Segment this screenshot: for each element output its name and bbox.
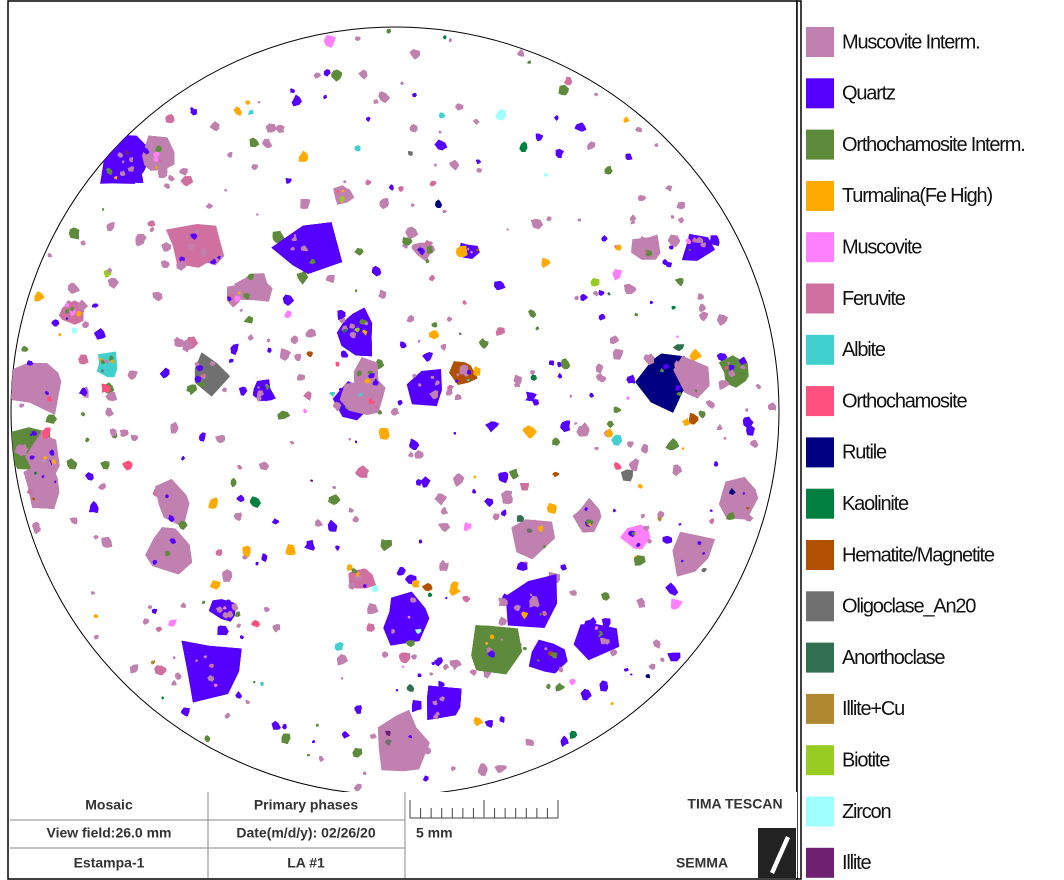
logo — [758, 828, 796, 878]
legend-swatch — [806, 130, 834, 160]
legend-label: Anorthoclase — [842, 647, 945, 669]
legend-label: Albite — [842, 339, 886, 361]
legend-label: Kaolinite — [842, 493, 909, 515]
legend-label: Quartz — [842, 83, 895, 105]
cell: LA #1 — [287, 855, 325, 871]
brand: TIMA TESCAN — [687, 796, 782, 812]
cell: Date(m/d/y): 02/26/20 — [236, 825, 375, 841]
legend-swatch — [806, 694, 834, 724]
legend-swatch — [806, 437, 834, 467]
legend-label: Hematite/Magnetite — [842, 544, 995, 566]
legend-label: Oligoclase_An20 — [842, 596, 976, 618]
legend-swatch — [806, 284, 834, 314]
cell: Estampa-1 — [74, 855, 145, 871]
legend-swatch — [806, 643, 834, 673]
mineral-grain — [166, 500, 170, 504]
mineral-grain — [477, 168, 482, 172]
legend-label: Orthochamosite — [842, 390, 967, 412]
legend-label: Orthochamosite Interm. — [842, 134, 1025, 156]
cell: Mosaic — [85, 797, 133, 813]
legend-swatch — [806, 848, 834, 878]
legend-label: Feruvite — [842, 288, 906, 310]
legend-swatch — [806, 232, 834, 262]
legend-label: Zircon — [842, 801, 890, 823]
legend-label: Illite+Cu — [842, 698, 904, 720]
screen: Mosaic Primary phases View field:26.0 mm… — [0, 0, 1064, 880]
legend-swatch — [806, 745, 834, 775]
legend-label: Illite — [842, 852, 871, 874]
legend-label: Biotite — [842, 749, 890, 771]
info-table: Mosaic Primary phases View field:26.0 mm… — [10, 792, 797, 878]
page: Mosaic Primary phases View field:26.0 mm… — [0, 0, 1064, 880]
mineral-grain — [102, 208, 104, 210]
divider — [797, 1, 801, 879]
legend-swatch — [806, 335, 834, 365]
legend-label: Muscovite Interm. — [842, 31, 979, 53]
legend-swatch — [806, 27, 834, 57]
mineral-grain — [69, 228, 79, 240]
legend-swatch — [806, 797, 834, 827]
cell: Primary phases — [254, 797, 358, 813]
legend-swatch — [806, 181, 834, 211]
legend-swatch — [806, 540, 834, 570]
legend-swatch — [806, 591, 834, 621]
legend-swatch — [806, 489, 834, 519]
mineral-grain — [412, 580, 420, 587]
legend-swatch — [806, 386, 834, 416]
legend: Muscovite Interm. Quartz Orthochamosite In… — [806, 27, 1025, 878]
legend-swatch — [806, 78, 834, 108]
legend-label: Rutile — [842, 442, 887, 464]
lab: SEMMA — [676, 855, 728, 871]
legend-label: Muscovite — [842, 236, 922, 258]
mineral-grain — [547, 217, 551, 221]
cell: View field:26.0 mm — [46, 825, 171, 841]
legend-label: Turmalina(Fe High) — [842, 185, 992, 207]
mineral-grain — [65, 303, 70, 307]
scale-label: 5 mm — [416, 825, 453, 841]
